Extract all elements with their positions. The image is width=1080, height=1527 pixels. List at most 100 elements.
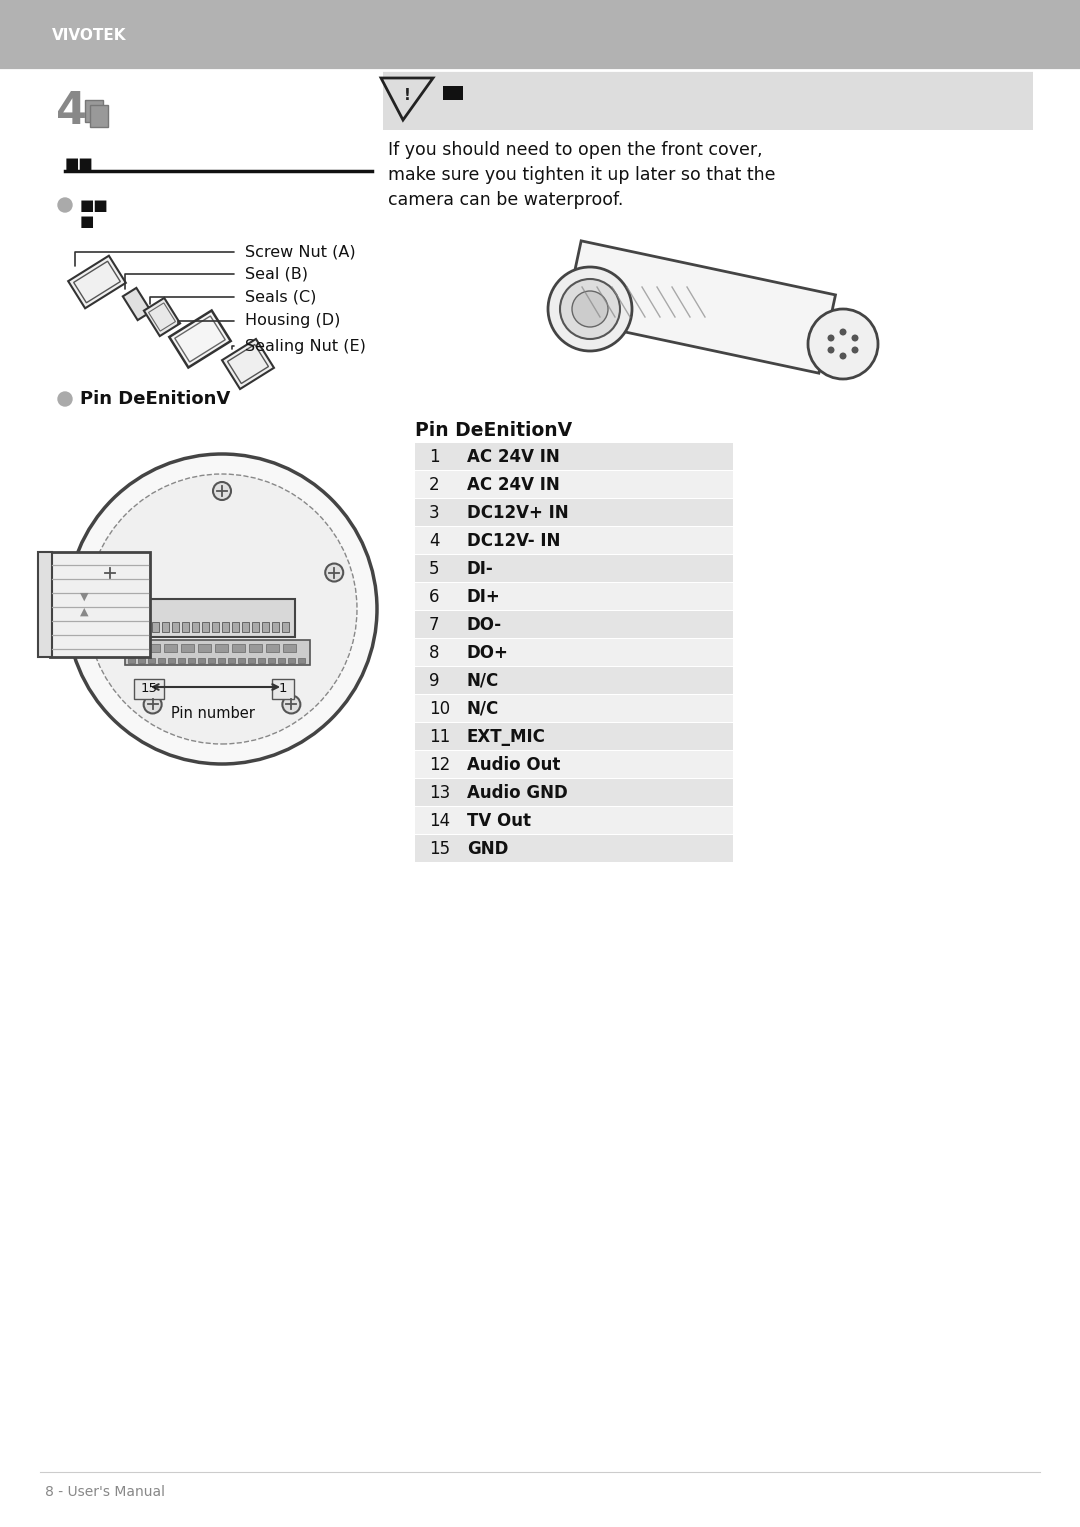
Text: 1: 1: [429, 447, 440, 466]
Bar: [183, 621, 189, 632]
Text: GND: GND: [467, 840, 509, 858]
Text: ▲: ▲: [80, 608, 89, 617]
Text: 6: 6: [429, 588, 440, 606]
Circle shape: [100, 563, 119, 582]
Text: 3: 3: [429, 504, 440, 522]
Circle shape: [213, 483, 231, 499]
Circle shape: [827, 347, 835, 353]
Circle shape: [144, 695, 162, 713]
Bar: [415, 499, 733, 525]
Bar: [415, 527, 733, 554]
Bar: [178, 658, 185, 663]
Bar: [248, 658, 255, 663]
Text: Seal (B): Seal (B): [245, 267, 308, 281]
Bar: [288, 658, 295, 663]
Bar: [415, 667, 733, 693]
Polygon shape: [565, 241, 836, 373]
Bar: [268, 658, 275, 663]
Bar: [415, 722, 733, 750]
Bar: [415, 806, 733, 834]
Bar: [158, 658, 165, 663]
Bar: [162, 621, 168, 632]
Text: N/C: N/C: [467, 672, 499, 690]
Text: EXT_MIC: EXT_MIC: [467, 727, 545, 745]
Text: ■■: ■■: [65, 156, 94, 171]
Bar: [415, 554, 733, 582]
Bar: [415, 695, 733, 722]
Polygon shape: [144, 298, 180, 336]
Bar: [415, 835, 733, 863]
Text: VIVOTEK: VIVOTEK: [52, 27, 126, 43]
Bar: [415, 779, 733, 806]
Bar: [50, 551, 150, 657]
Bar: [249, 644, 262, 652]
Text: 8 - User's Manual: 8 - User's Manual: [45, 1484, 165, 1500]
Bar: [152, 621, 159, 632]
Text: 2: 2: [429, 475, 440, 493]
Bar: [415, 470, 733, 498]
Text: 1: 1: [279, 683, 287, 695]
Text: DI+: DI+: [467, 588, 501, 606]
Text: DO-: DO-: [467, 615, 502, 634]
Circle shape: [839, 353, 847, 359]
Bar: [415, 443, 733, 470]
Bar: [272, 680, 294, 699]
Bar: [415, 583, 733, 609]
Text: 13: 13: [429, 783, 450, 802]
Bar: [90, 105, 108, 127]
Bar: [228, 658, 235, 663]
Bar: [218, 658, 225, 663]
Circle shape: [851, 347, 859, 353]
Bar: [212, 621, 219, 632]
Text: 11: 11: [429, 727, 450, 745]
Text: 10: 10: [429, 699, 450, 718]
Circle shape: [58, 199, 72, 212]
Bar: [258, 658, 265, 663]
Circle shape: [851, 334, 859, 342]
Bar: [222, 621, 229, 632]
Circle shape: [808, 308, 878, 379]
Circle shape: [58, 392, 72, 406]
Text: ■■: ■■: [80, 197, 109, 212]
Circle shape: [839, 328, 847, 336]
Text: Sealing Nut (E): Sealing Nut (E): [245, 339, 366, 353]
Bar: [38, 551, 52, 657]
Text: Audio GND: Audio GND: [467, 783, 568, 802]
Bar: [141, 621, 149, 632]
Text: DC12V- IN: DC12V- IN: [467, 531, 561, 550]
Text: If you should need to open the front cover,: If you should need to open the front cov…: [388, 140, 762, 159]
Bar: [238, 658, 245, 663]
Bar: [137, 599, 295, 637]
Bar: [172, 621, 179, 632]
Polygon shape: [68, 255, 126, 308]
Bar: [283, 644, 296, 652]
Circle shape: [827, 334, 835, 342]
Circle shape: [67, 454, 377, 764]
Bar: [242, 621, 249, 632]
Text: TV Out: TV Out: [467, 811, 531, 829]
Bar: [443, 86, 463, 99]
Bar: [262, 621, 269, 632]
Text: make sure you tighten it up later so that the: make sure you tighten it up later so tha…: [388, 166, 775, 183]
Text: Audio Out: Audio Out: [467, 756, 561, 774]
Text: camera can be waterproof.: camera can be waterproof.: [388, 191, 623, 209]
Bar: [282, 621, 289, 632]
Text: 9: 9: [429, 672, 440, 690]
Text: 15: 15: [429, 840, 450, 858]
Bar: [272, 621, 279, 632]
Bar: [252, 621, 259, 632]
Bar: [181, 644, 194, 652]
Bar: [278, 658, 285, 663]
Text: AC 24V IN: AC 24V IN: [467, 475, 559, 493]
Text: DO+: DO+: [467, 643, 509, 661]
Text: 12: 12: [429, 756, 450, 774]
Bar: [147, 644, 160, 652]
Text: 8: 8: [429, 643, 440, 661]
Bar: [383, 70, 1032, 130]
Bar: [188, 658, 195, 663]
Bar: [415, 611, 733, 638]
Bar: [232, 644, 245, 652]
Bar: [198, 644, 211, 652]
Text: ■: ■: [80, 214, 94, 229]
Bar: [130, 644, 143, 652]
